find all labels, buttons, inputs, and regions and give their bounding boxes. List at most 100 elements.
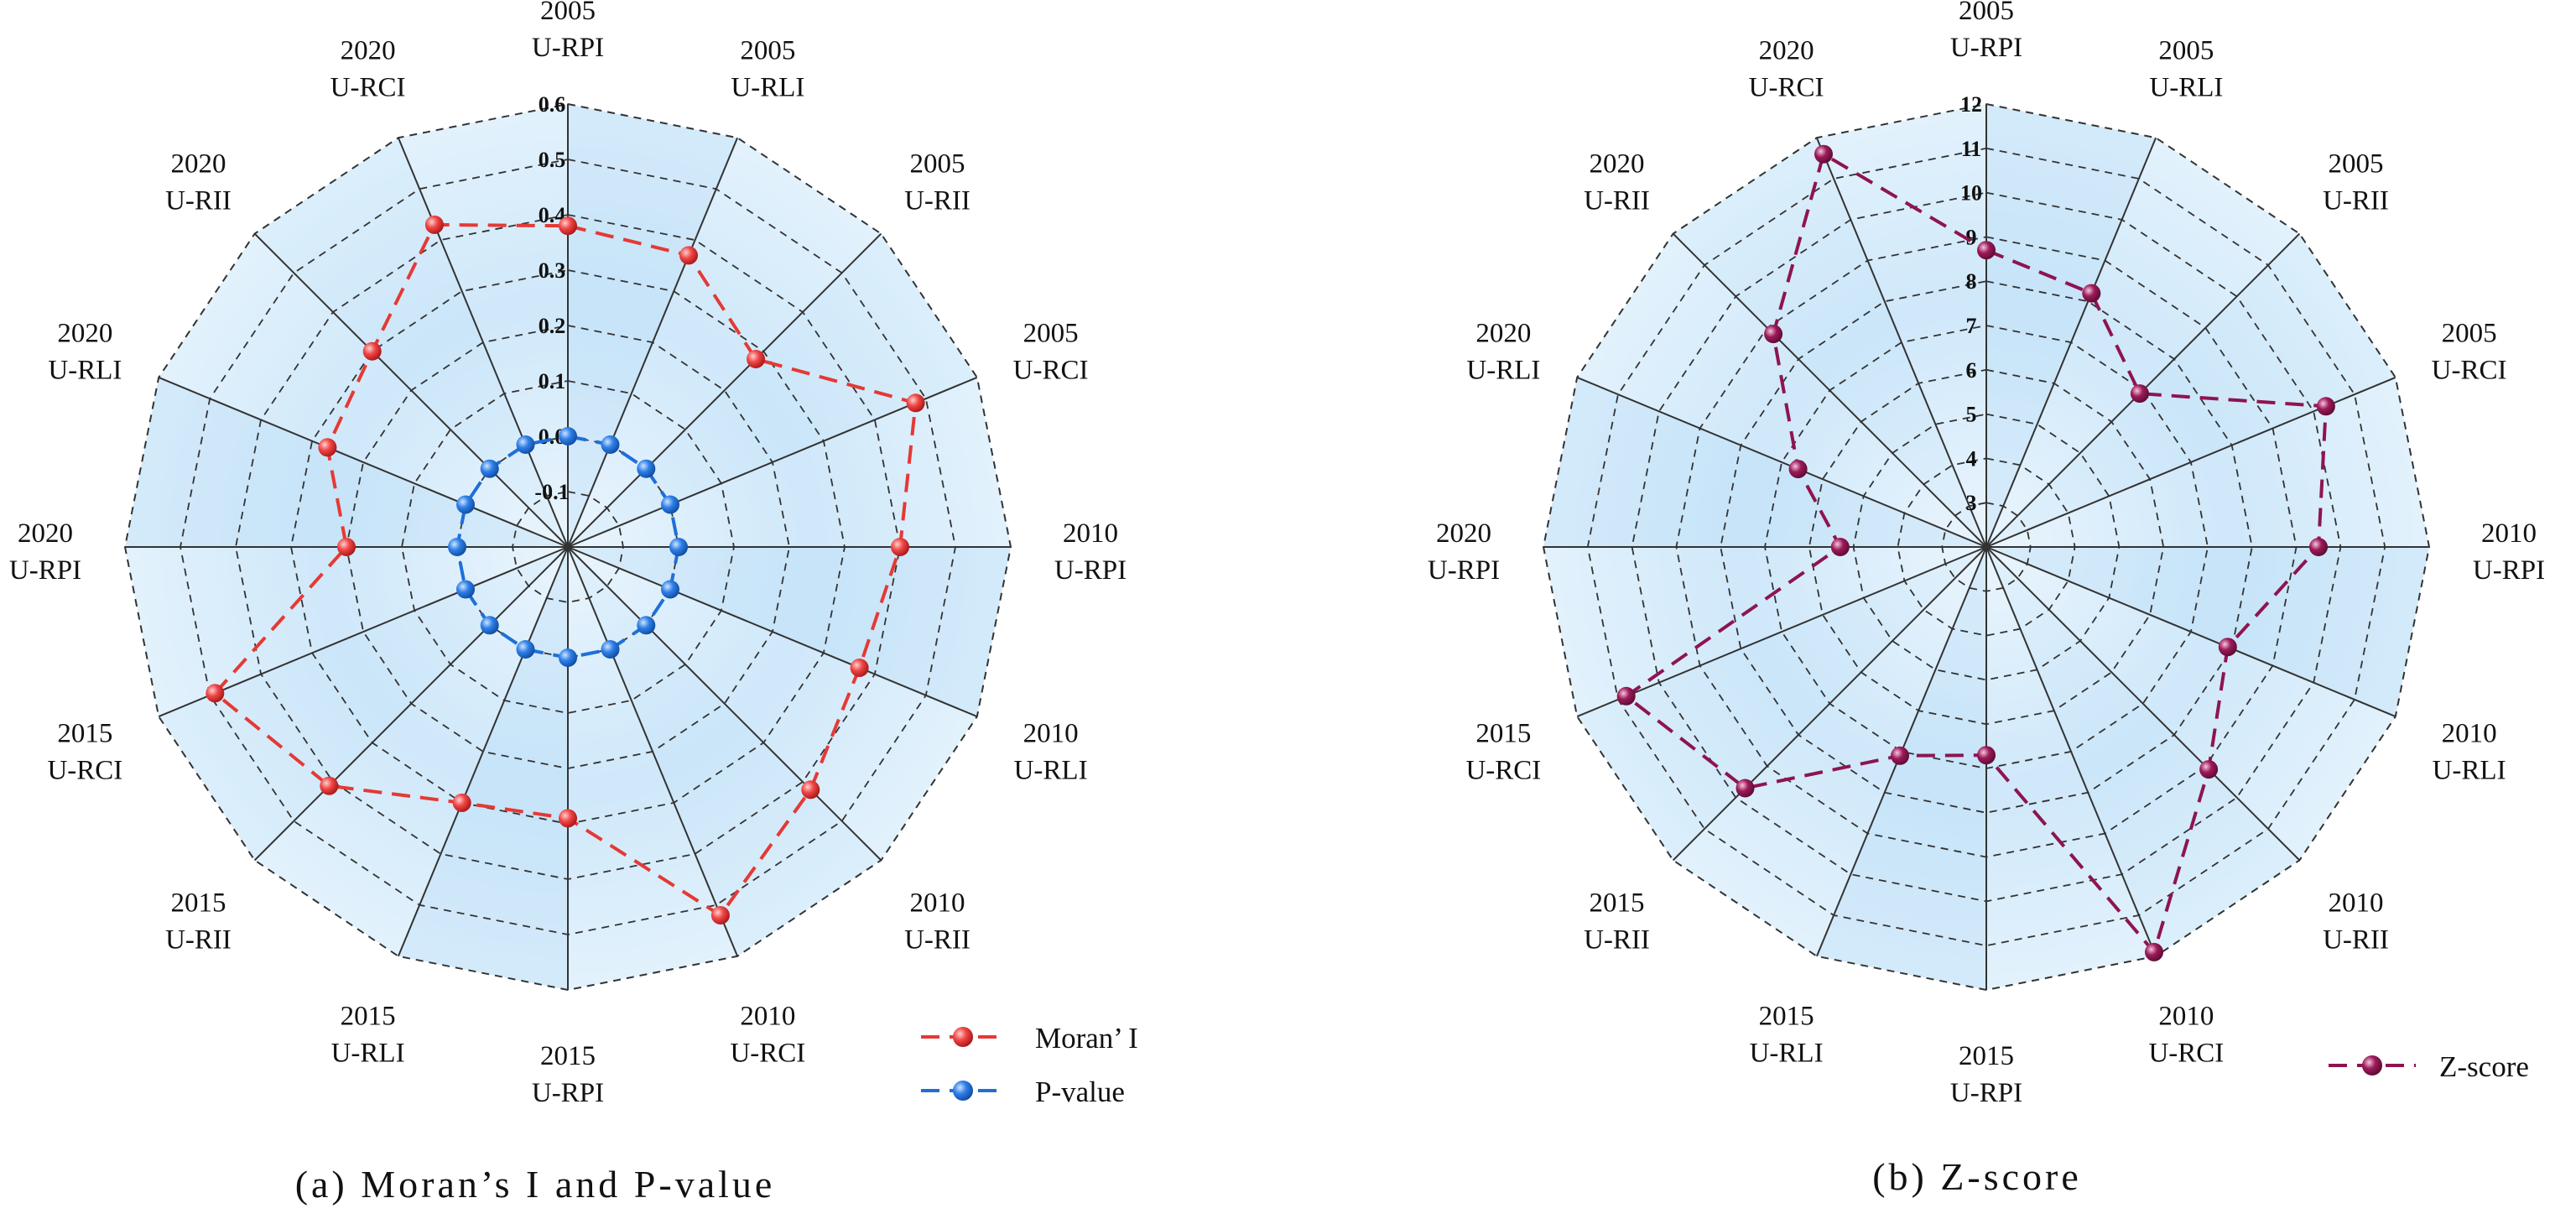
axis-label: 2005 U-RII: [2323, 149, 2389, 216]
radar-sector: [1986, 547, 2429, 717]
data-point: [456, 580, 475, 599]
data-point: [1977, 746, 1996, 765]
radar-spoke: [1815, 137, 1987, 548]
axis-label-name: U-RLI: [1466, 356, 1540, 386]
radial-tick-label: 12: [1960, 92, 1982, 117]
radar-ring: [1897, 457, 2076, 637]
radar-spoke: [567, 232, 882, 548]
radar-sector: [1986, 104, 2157, 547]
data-point: [318, 438, 337, 457]
data-point: [747, 350, 765, 368]
axis-label: 2015 U-RPI: [1950, 1041, 2022, 1108]
axis-label-name: U-RPI: [532, 1078, 604, 1108]
axis-label-name: U-RPI: [1950, 33, 2022, 63]
data-point: [891, 538, 909, 556]
data-point: [801, 780, 820, 800]
radial-tick-label: 0.3: [539, 258, 566, 283]
legend-pvalue-label: P-value: [1035, 1076, 1125, 1108]
data-point: [2218, 638, 2237, 657]
radar-spoke: [1985, 137, 2157, 548]
axis-label-name: U-RLI: [1014, 755, 1088, 785]
radar-spoke: [1672, 232, 1987, 548]
data-point: [2199, 760, 2219, 779]
data-point: [906, 393, 925, 413]
axis-label-year: 2010: [2442, 718, 2497, 748]
radar-spoke: [1985, 546, 2396, 718]
series-moran: [206, 215, 925, 925]
data-point: [661, 580, 679, 599]
radar-spoke: [567, 546, 882, 862]
axis-label-year: 2015: [1759, 1002, 1814, 1032]
axis-label-year: 2015: [1475, 718, 1531, 748]
axis-label: 2020 U-RPI: [1428, 518, 1500, 586]
axis-label-name: U-RII: [904, 186, 971, 216]
radar-sector: [1816, 547, 1986, 990]
data-point: [2130, 384, 2149, 404]
axis-label: 2020 U-RII: [1584, 149, 1650, 216]
axis-label: 2005 U-RII: [904, 149, 971, 216]
legend-moran-marker: [953, 1027, 973, 1047]
data-point: [206, 684, 225, 703]
axis-label-name: U-RPI: [1054, 555, 1127, 586]
axis-label-year: 2010: [1023, 718, 1079, 748]
radar-ring: [1720, 280, 2253, 814]
axis-label-name: U-RII: [1584, 186, 1650, 216]
radar-sector: [254, 138, 568, 547]
radar-sector: [159, 547, 568, 861]
data-point: [516, 435, 535, 454]
radar-spoke: [1672, 546, 1987, 862]
radial-tick-label: -0.1: [534, 480, 569, 504]
axis-label: 2015 U-RPI: [532, 1041, 604, 1108]
radar-spoke: [1985, 546, 2157, 957]
data-point: [661, 495, 679, 514]
radial-tick-label: 0.5: [539, 148, 566, 172]
axis-label-name: U-RLI: [1750, 1039, 1824, 1069]
radar-ring: [512, 491, 624, 603]
axis-label-name: U-RLI: [731, 72, 804, 102]
legend-a: Moran’ I P-value: [921, 1022, 1138, 1108]
axis-label: 2020 U-RPI: [9, 518, 81, 586]
radar-spoke: [567, 546, 739, 957]
radar-spoke: [1576, 376, 1987, 548]
legend-zscore-label: Z-score: [2439, 1050, 2529, 1083]
axis-label-name: U-RCI: [47, 755, 122, 785]
axis-label: 2015 U-RII: [1584, 888, 1650, 956]
radial-tick-label: 9: [1966, 225, 1977, 249]
data-point: [850, 659, 869, 677]
axis-label: 2015 U-RCI: [47, 718, 122, 785]
data-point: [456, 495, 475, 514]
axis-label-year: 2015: [1959, 1041, 2014, 1071]
axis-label-year: 2010: [2158, 1002, 2214, 1032]
data-point: [337, 538, 356, 556]
axis-label-year: 2005: [1023, 319, 1079, 349]
axis-label-name: U-RLI: [2149, 72, 2223, 102]
data-point: [320, 776, 339, 795]
axis-label-year: 2005: [910, 149, 965, 180]
series-zscore: [1616, 144, 2335, 961]
axis-label: 2005 U-RCI: [2432, 319, 2507, 386]
data-point: [480, 459, 499, 478]
data-point: [601, 435, 620, 454]
axis-label-year: 2020: [1590, 149, 1645, 180]
axis-label: 2005 U-RLI: [731, 35, 804, 102]
axis-label-year: 2010: [1063, 518, 1118, 549]
axis-label: 2020 U-RCI: [330, 35, 406, 102]
radar-spoke: [253, 232, 569, 548]
data-point: [448, 538, 466, 556]
data-point: [559, 427, 577, 445]
axis-label-year: 2015: [341, 1002, 396, 1032]
data-point: [669, 538, 688, 556]
radial-tick-label: 0.1: [539, 369, 566, 393]
data-point: [601, 640, 620, 659]
radial-tick-label: 4: [1966, 446, 1977, 471]
axis-label-year: 2005: [2442, 319, 2497, 349]
axis-label-year: 2020: [1475, 319, 1531, 349]
data-point: [2316, 397, 2335, 416]
axis-label-name: U-RII: [2323, 186, 2389, 216]
data-point: [424, 215, 444, 234]
caption-a: (a) Moran’s I and P-value: [295, 1163, 776, 1206]
radar-sector: [568, 233, 977, 547]
axis-label-name: U-RLI: [331, 1039, 405, 1069]
axis-label-year: 2010: [2329, 888, 2384, 919]
data-point: [1616, 686, 1636, 706]
